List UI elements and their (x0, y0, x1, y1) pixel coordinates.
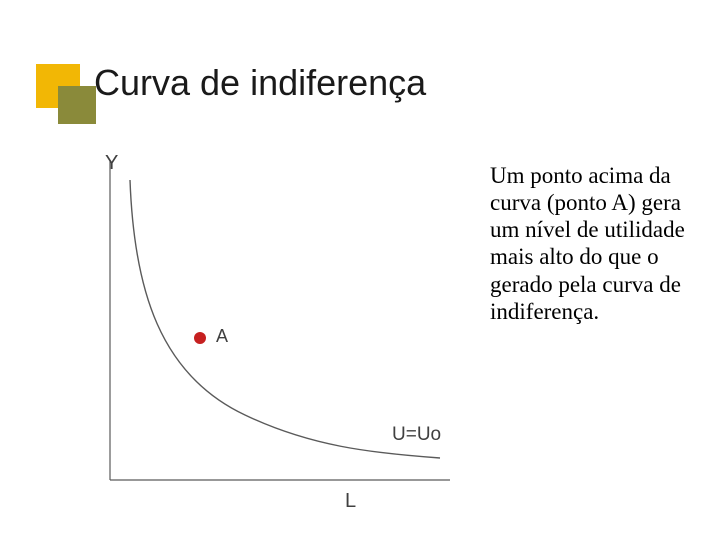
indifference-curve (130, 180, 440, 458)
point-a-marker (194, 332, 206, 344)
title-bullet-decor (36, 64, 96, 124)
explanation-text: Um ponto acima da curva (ponto A) gera u… (490, 162, 710, 325)
x-axis-label: L (345, 490, 356, 513)
point-a-label: A (216, 326, 228, 347)
y-axis-label: Y (105, 152, 118, 175)
slide-title: Curva de indiferença (94, 62, 426, 104)
indifference-curve-chart: Y L U=Uo A (70, 150, 470, 520)
chart-svg (70, 150, 470, 520)
curve-label: U=Uo (392, 424, 441, 446)
decor-front-square (58, 86, 96, 124)
